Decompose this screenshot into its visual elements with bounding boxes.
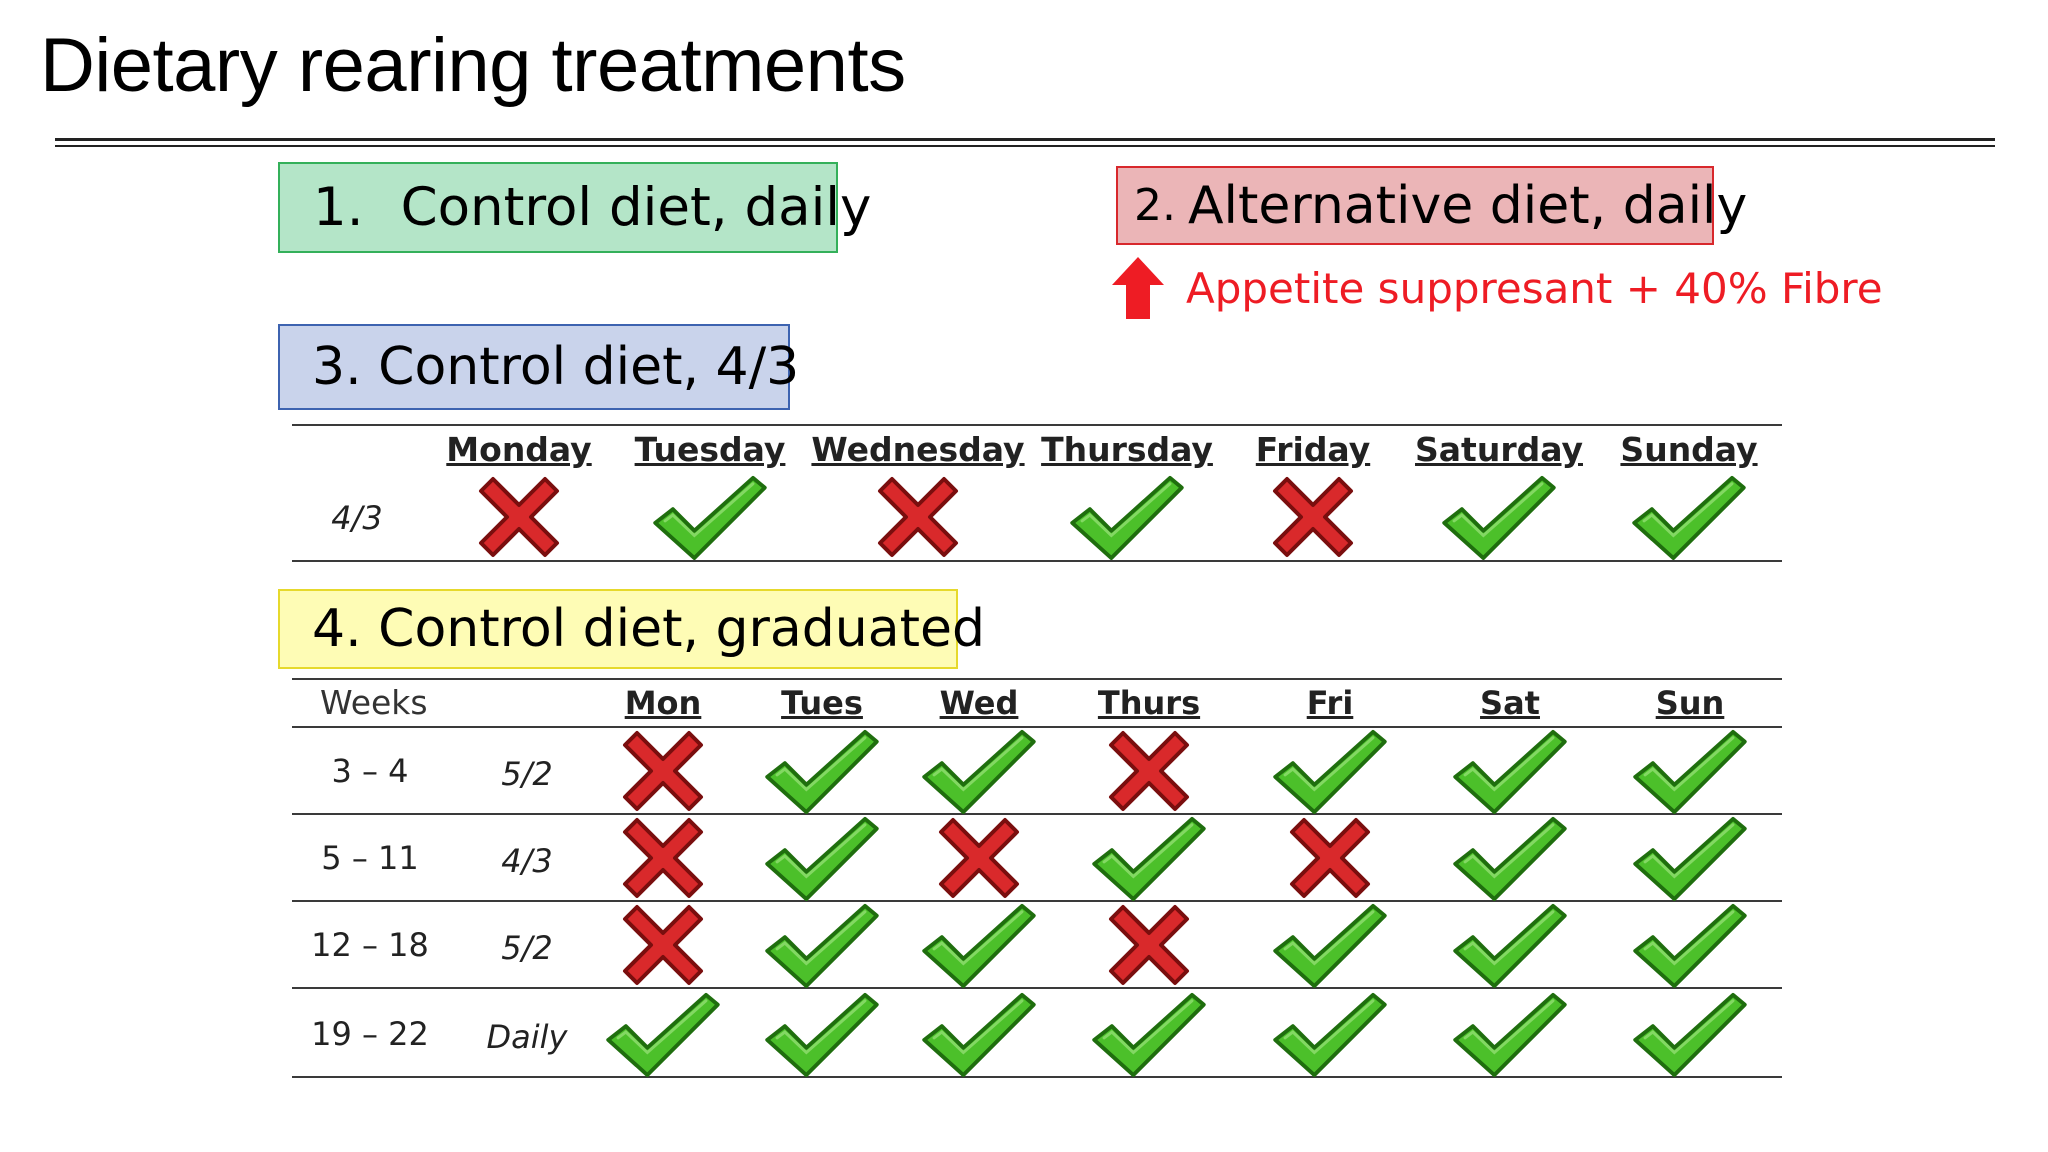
weeks-range: 12 – 18 [311, 926, 429, 964]
table-grad-bottom-rule [292, 1076, 1782, 1078]
red-cross-icon [621, 729, 705, 813]
green-check-icon [1271, 728, 1389, 814]
treatment-2-note: Appetite suppresant + 40% Fibre [1112, 257, 1883, 319]
green-check-icon [920, 902, 1038, 988]
red-cross-icon [1288, 816, 1372, 900]
day-header-sunday: Sunday [1620, 430, 1758, 469]
treatment-2-box: 2. Alternative diet, daily [1116, 166, 1747, 245]
day-header-tuesday: Tuesday [634, 430, 786, 469]
weeks-header: Weeks [320, 683, 428, 722]
day-header-friday: Friday [1255, 430, 1371, 469]
red-cross-icon [1271, 475, 1355, 559]
red-cross-icon [621, 816, 705, 900]
table-grad-header-rule [292, 726, 1782, 728]
treatment-2-number: 2. [1134, 180, 1176, 231]
green-check-icon [604, 991, 722, 1077]
day-header-fri: Fri [1306, 684, 1354, 722]
feeding-pattern: 4/3 [501, 842, 553, 880]
red-cross-icon [937, 816, 1021, 900]
treatment-2-note-text: Appetite suppresant + 40% Fibre [1186, 263, 1883, 313]
day-header-wed: Wed [939, 684, 1019, 722]
day-header-thurs: Thurs [1097, 684, 1201, 722]
green-check-icon [1090, 991, 1208, 1077]
day-header-thursday: Thursday [1041, 430, 1213, 469]
green-check-icon [763, 991, 881, 1077]
green-check-icon [1090, 815, 1208, 901]
green-check-icon [920, 991, 1038, 1077]
table-grad-row-rule [292, 900, 1782, 902]
treatment-4-label: 4. Control diet, graduated [312, 599, 986, 659]
treatment-3-label: 3. Control diet, 4/3 [312, 337, 800, 397]
table-grad-row-rule [292, 813, 1782, 815]
day-header-wednesday: Wednesday [811, 430, 1025, 469]
day-header-mon: Mon [624, 684, 702, 722]
treatment-3-box: 3. Control diet, 4/3 [278, 324, 799, 410]
table-grad-top-rule [292, 678, 1782, 680]
green-check-icon [1451, 815, 1569, 901]
green-check-icon [651, 474, 769, 560]
green-check-icon [1451, 991, 1569, 1077]
day-header-sun: Sun [1655, 684, 1725, 722]
day-header-sat: Sat [1480, 684, 1540, 722]
green-check-icon [1068, 474, 1186, 560]
title-rule-thin [55, 145, 1995, 147]
red-up-arrow-icon [1112, 257, 1164, 319]
treatment-1-number: 1. [313, 177, 364, 238]
treatment-1-label: Control diet, daily [400, 177, 872, 238]
weeks-range: 3 – 4 [331, 752, 409, 790]
feeding-pattern: Daily [486, 1018, 568, 1056]
weeks-range: 5 – 11 [321, 839, 419, 877]
treatment-4-box: 4. Control diet, graduated [278, 589, 985, 669]
red-cross-icon [477, 475, 561, 559]
red-cross-icon [876, 475, 960, 559]
green-check-icon [1631, 991, 1749, 1077]
page-title: Dietary rearing treatments [40, 23, 906, 108]
green-check-icon [763, 815, 881, 901]
treatment-1-box: 1. Control diet, daily [278, 162, 871, 253]
feeding-pattern: 5/2 [501, 929, 553, 967]
weeks-range: 19 – 22 [311, 1015, 429, 1053]
day-header-monday: Monday [446, 430, 592, 469]
table-43-bottom-rule [292, 560, 1782, 562]
red-cross-icon [621, 903, 705, 987]
green-check-icon [1630, 474, 1748, 560]
green-check-icon [1451, 902, 1569, 988]
treatment-2-label: Alternative diet, daily [1187, 175, 1748, 236]
green-check-icon [1631, 815, 1749, 901]
green-check-icon [1271, 991, 1389, 1077]
day-header-saturday: Saturday [1415, 430, 1583, 469]
red-cross-icon [1107, 729, 1191, 813]
green-check-icon [920, 728, 1038, 814]
table-grad-row-rule [292, 987, 1782, 989]
green-check-icon [1271, 902, 1389, 988]
green-check-icon [1451, 728, 1569, 814]
green-check-icon [1440, 474, 1558, 560]
green-check-icon [763, 902, 881, 988]
table-43-top-rule [292, 424, 1782, 426]
green-check-icon [1631, 728, 1749, 814]
green-check-icon [1631, 902, 1749, 988]
day-header-tues: Tues [781, 684, 863, 722]
green-check-icon [763, 728, 881, 814]
feeding-pattern: 5/2 [501, 755, 553, 793]
row-label-43: 4/3 [331, 499, 383, 537]
title-rule [55, 138, 1995, 141]
red-cross-icon [1107, 903, 1191, 987]
